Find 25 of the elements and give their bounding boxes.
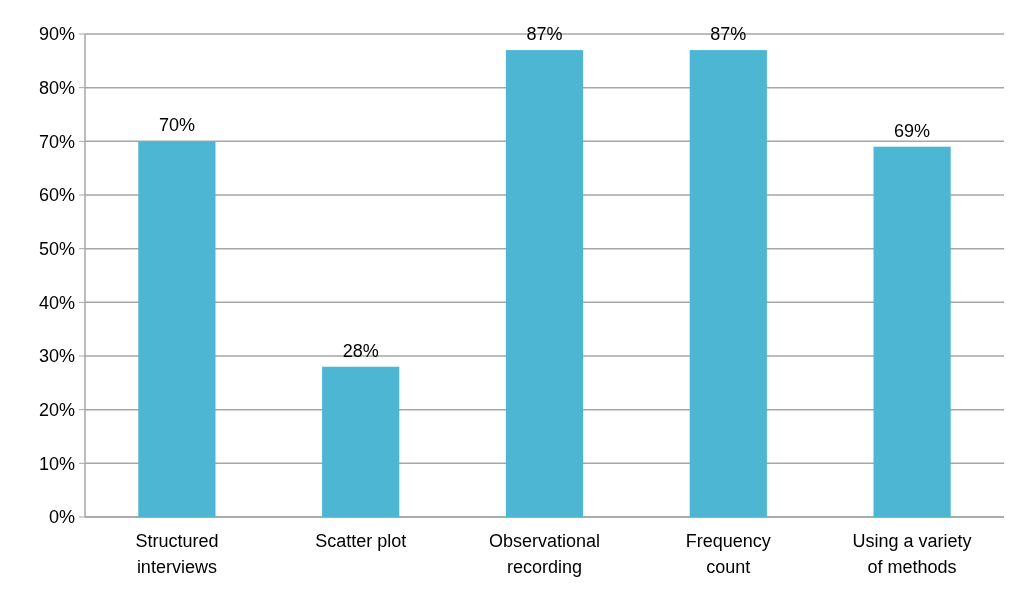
data-label: 87%	[710, 24, 747, 45]
bar	[873, 146, 951, 517]
y-tick-label: 30%	[38, 346, 75, 367]
y-tick-label: 20%	[38, 399, 75, 420]
data-label: 87%	[526, 24, 563, 45]
y-tick-label: 60%	[38, 185, 75, 206]
bar	[689, 50, 767, 517]
y-tick-label: 90%	[38, 24, 75, 45]
bar	[138, 141, 216, 517]
bar	[505, 50, 584, 517]
x-tick-label: Structured interviews	[135, 531, 219, 577]
y-tick-label: 80%	[38, 77, 75, 98]
y-tick-label: 50%	[38, 238, 75, 259]
data-label: 70%	[158, 115, 195, 136]
bar	[322, 366, 400, 517]
y-tick-label: 70%	[38, 131, 75, 152]
x-tick-label: Using a variety of methods	[852, 531, 972, 577]
data-label: 69%	[894, 120, 931, 141]
x-tick-label: Frequency count	[685, 531, 771, 577]
x-tick-label: Observational recording	[488, 531, 601, 577]
data-label: 28%	[342, 340, 379, 361]
y-tick-label: 0%	[48, 507, 75, 528]
x-tick-label: Scatter plot	[315, 531, 407, 551]
y-tick-label: 10%	[38, 453, 75, 474]
y-tick-label: 40%	[38, 292, 75, 313]
